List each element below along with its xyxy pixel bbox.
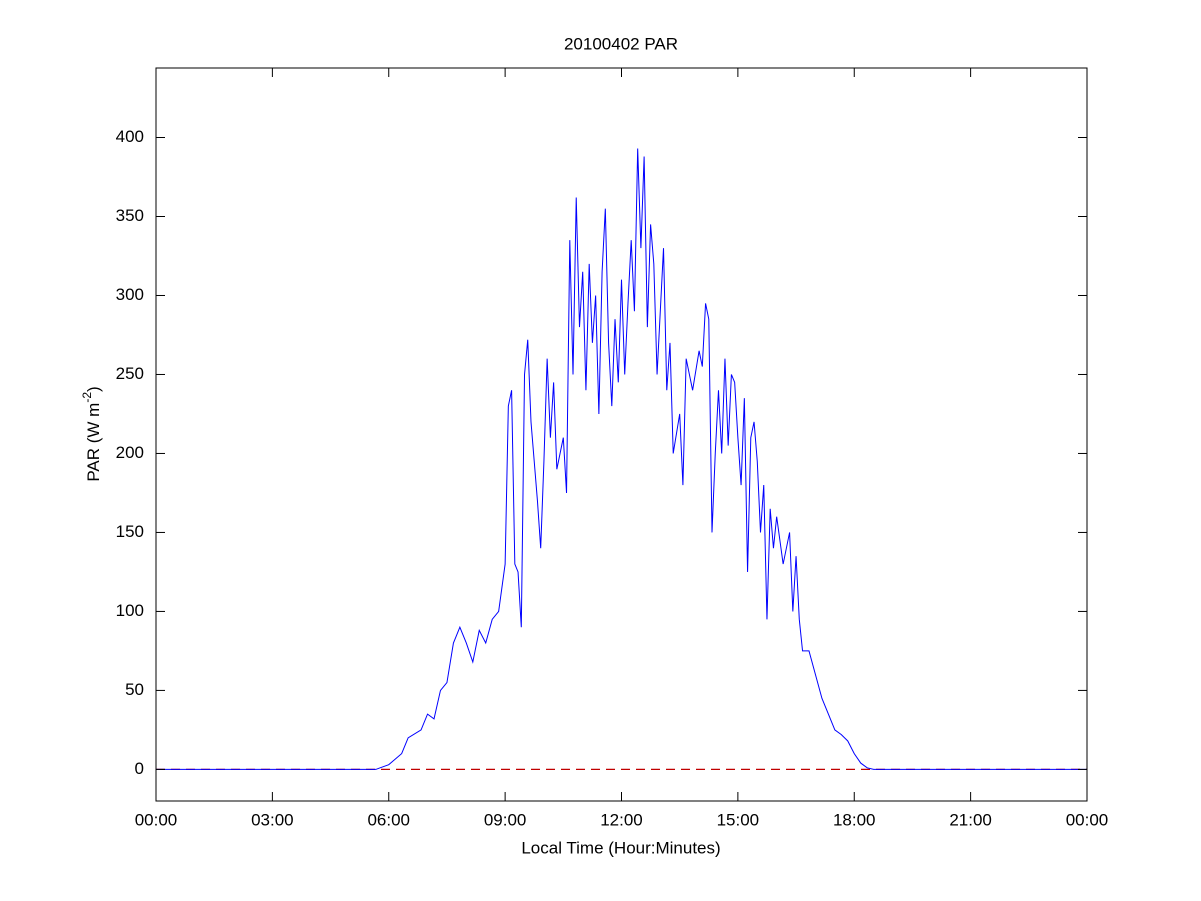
y-tick-label: 100 [116, 601, 144, 620]
y-tick-label: 0 [135, 759, 144, 778]
x-tick-label: 00:00 [135, 810, 178, 829]
y-tick-label: 250 [116, 364, 144, 383]
x-tick-label: 15:00 [717, 810, 760, 829]
y-tick-label: 350 [116, 206, 144, 225]
y-tick-label: 200 [116, 443, 144, 462]
y-axis-label-suffix: ) [84, 386, 103, 392]
x-tick-label: 09:00 [484, 810, 527, 829]
y-tick-label: 50 [125, 680, 144, 699]
x-tick-label: 21:00 [949, 810, 992, 829]
data-line [156, 148, 1087, 770]
x-tick-label: 18:00 [833, 810, 876, 829]
y-axis-label-superscript: -2 [80, 392, 94, 403]
y-tick-label: 400 [116, 127, 144, 146]
y-axis-label-text: PAR (W m [84, 403, 103, 482]
x-axis-label: Local Time (Hour:Minutes) [521, 838, 720, 857]
x-tick-label: 06:00 [367, 810, 410, 829]
y-tick-label: 300 [116, 285, 144, 304]
y-tick-label: 150 [116, 522, 144, 541]
x-tick-label: 12:00 [600, 810, 643, 829]
x-tick-label: 03:00 [251, 810, 294, 829]
x-tick-label: 00:00 [1066, 810, 1109, 829]
y-axis-label: PAR (W m-2) [80, 386, 103, 481]
chart-title: 20100402 PAR [564, 34, 678, 53]
